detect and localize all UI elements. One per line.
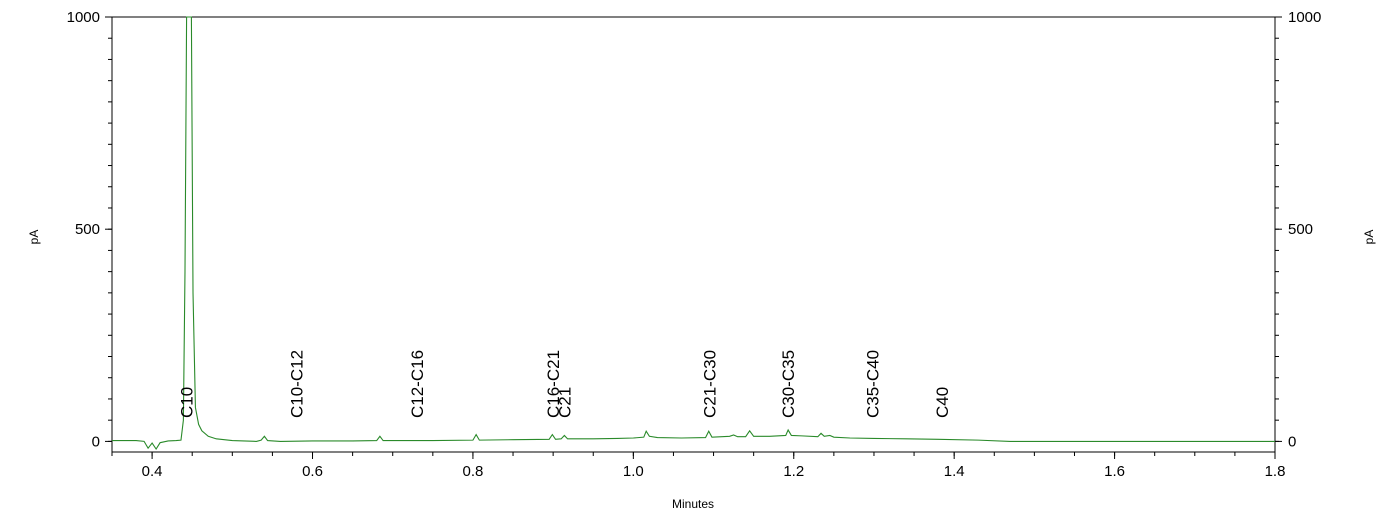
x-tick-label: 1.8: [1265, 463, 1286, 480]
series-line: [112, 16, 1275, 451]
x-tick-label: 0.4: [142, 463, 163, 480]
peak-label: C10: [178, 387, 197, 418]
x-tick-label: 0.8: [463, 463, 484, 480]
y-axis-title-right: pA: [1362, 230, 1376, 245]
y-axis-right: 0 500 1000: [1275, 9, 1321, 450]
x-tick-label: 1.4: [944, 463, 965, 480]
peak-label: C21: [555, 387, 574, 418]
y-tick-label-right: 1000: [1288, 9, 1321, 26]
x-tick-label: 1.0: [623, 463, 644, 480]
y-axis-left: 0 500 1000: [67, 9, 112, 450]
x-axis: 0.4 0.6 0.8 1.0 1.2 1.4 1.6 1.8: [111, 452, 1286, 480]
plot-frame: [111, 16, 1276, 453]
x-tick-label: 1.6: [1104, 463, 1125, 480]
peak-label: C21-C30: [701, 350, 720, 418]
y-tick-label-right: 500: [1288, 221, 1313, 238]
y-tick-label-left: 500: [75, 221, 100, 238]
y-tick-label-right: 0: [1288, 433, 1296, 450]
y-tick-label-left: 1000: [67, 9, 100, 26]
x-tick-label: 1.2: [783, 463, 804, 480]
peak-label: C10-C12: [288, 350, 307, 418]
peak-label: C35-C40: [863, 350, 882, 418]
x-tick-label: 0.6: [302, 463, 323, 480]
y-tick-label-left: 0: [92, 433, 100, 450]
peak-label: C30-C35: [779, 350, 798, 418]
peak-label: C12-C16: [408, 350, 427, 418]
peak-label: C16-C21: [544, 350, 563, 418]
x-axis-title: Minutes: [672, 497, 714, 511]
peak-label: C40: [933, 387, 952, 418]
y-axis-title-left: pA: [27, 230, 41, 245]
